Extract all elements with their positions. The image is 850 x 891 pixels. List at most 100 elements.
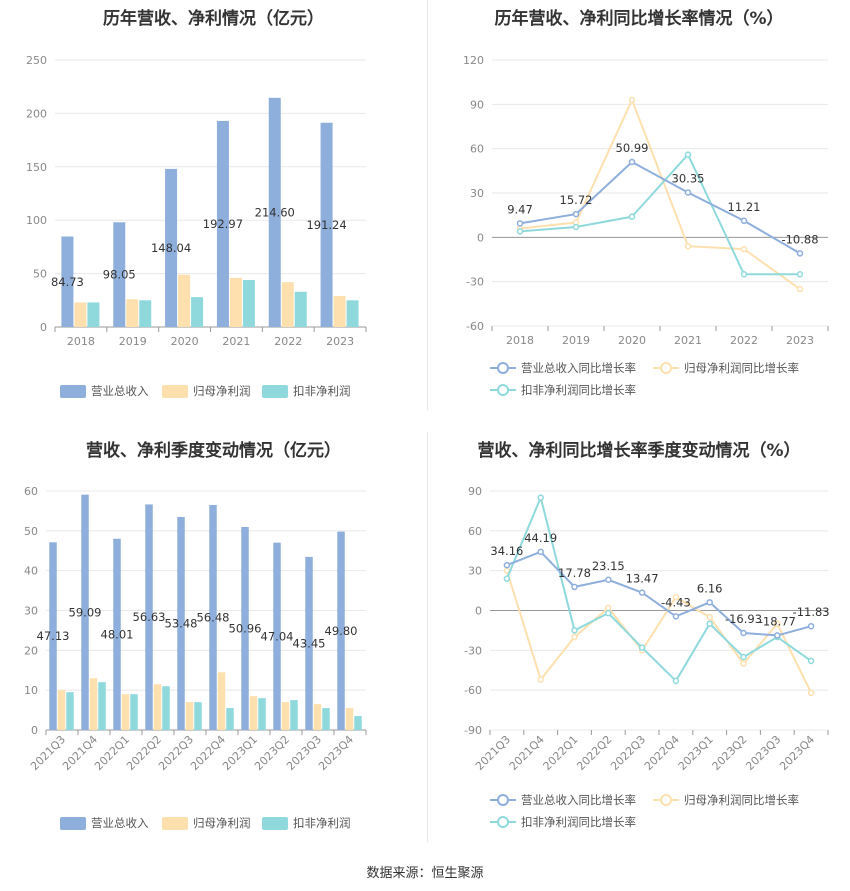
- bar: [268, 97, 281, 328]
- series-line: [505, 570, 812, 694]
- y-tick-label: 120: [463, 54, 484, 67]
- series-line: [505, 494, 812, 683]
- x-tick-label: 2021: [674, 334, 702, 347]
- legend-label: 营业总收入同比增长率: [521, 361, 636, 375]
- data-point: [503, 561, 511, 569]
- bar: [249, 696, 258, 730]
- data-label: 23.15: [592, 559, 625, 573]
- data-point: [706, 599, 713, 606]
- bar: [126, 299, 139, 327]
- legend-label: 扣非净利润: [293, 384, 351, 398]
- legend-swatch: [60, 817, 86, 830]
- legend-swatch: [162, 385, 188, 398]
- legend-marker: [497, 816, 509, 828]
- data-label: 50.96: [229, 622, 262, 636]
- data-label: 43.45: [293, 636, 326, 650]
- bar: [346, 300, 359, 327]
- data-point: [605, 604, 612, 612]
- bar: [57, 690, 66, 730]
- data-label: 6.16: [697, 581, 723, 595]
- y-tick-label: -60: [464, 684, 482, 697]
- data-label: -16.93: [725, 612, 762, 626]
- legend-label: 扣非净利润: [293, 816, 351, 830]
- bar: [217, 672, 226, 730]
- y-tick-label: 0: [477, 231, 484, 244]
- bar: [281, 282, 294, 327]
- data-label: 48.01: [101, 627, 134, 641]
- legend-marker: [497, 384, 509, 396]
- y-tick-label: 60: [468, 525, 482, 538]
- bar: [185, 702, 194, 730]
- data-label: 47.04: [261, 629, 294, 643]
- bar: [130, 694, 138, 730]
- legend-swatch: [262, 385, 288, 398]
- annual-growth-rate-chart: 历年营收、净利同比增长率情况（%） -60 -30 0 30 60 90 120 2018 20…: [428, 0, 850, 420]
- data-label: 47.13: [37, 629, 70, 643]
- data-point: [516, 228, 524, 235]
- bar: [98, 682, 106, 730]
- legend-marker: [660, 794, 672, 806]
- chart-canvas: 01020304050602021Q32021Q42022Q12022Q2202…: [24, 485, 367, 830]
- bar: [74, 302, 87, 327]
- data-label: 30.35: [672, 171, 705, 185]
- bar: [139, 300, 152, 327]
- y-tick-label: 50: [33, 268, 47, 281]
- data-point: [684, 189, 692, 196]
- bar: [322, 708, 330, 730]
- x-tick-label: 2023Q1: [676, 733, 716, 773]
- bar: [209, 505, 217, 730]
- legend-label: 归母净利润: [193, 384, 251, 398]
- data-point: [796, 271, 804, 278]
- data-point: [740, 629, 747, 637]
- data-label: 214.60: [255, 205, 295, 219]
- y-tick-label: 10: [24, 684, 38, 697]
- x-tick-label: 2020: [618, 334, 646, 347]
- x-tick-label: 2018: [506, 334, 534, 347]
- x-tick-label: 2023: [786, 334, 814, 347]
- bar: [66, 692, 74, 730]
- data-point: [807, 657, 815, 665]
- data-label: -4.43: [661, 595, 691, 609]
- panel-divider: [427, 0, 428, 410]
- x-tick-label: 2022Q4: [642, 733, 682, 773]
- data-point: [740, 217, 748, 225]
- x-tick-label: 2023: [326, 335, 354, 348]
- data-label: 192.97: [203, 217, 243, 231]
- data-point: [807, 622, 815, 630]
- x-tick-label: 2022: [730, 334, 758, 347]
- bar: [87, 302, 100, 327]
- chart-canvas: 0 50 100 150 200 250 2018 2019 2020 2021 2022 2023 8…: [26, 54, 367, 398]
- legend-label: 归母净利润: [193, 816, 251, 830]
- bar: [178, 274, 191, 327]
- bar: [345, 708, 354, 730]
- legend-swatch: [162, 817, 188, 830]
- data-point: [774, 620, 781, 628]
- data-label: 98.05: [103, 268, 136, 282]
- data-point: [605, 609, 612, 617]
- y-tick-label: 60: [24, 485, 38, 498]
- y-tick-label: -60: [466, 320, 484, 333]
- data-point: [740, 660, 747, 667]
- y-tick-label: 30: [470, 187, 484, 200]
- x-tick-label: 2021: [222, 335, 250, 348]
- chart-title: 历年营收、净利情况（亿元）: [103, 9, 324, 29]
- data-label: 84.73: [51, 275, 84, 289]
- chart-title: 营收、净利季度变动情况（亿元）: [86, 441, 341, 461]
- legend-label: 扣非净利润同比增长率: [521, 815, 636, 829]
- legend-marker: [660, 362, 672, 374]
- bar: [81, 494, 89, 730]
- data-point: [740, 245, 748, 253]
- bar: [281, 702, 290, 730]
- data-point: [706, 620, 713, 628]
- series-line: [519, 152, 800, 276]
- data-point: [684, 242, 692, 250]
- bar: [273, 542, 281, 730]
- data-label: 191.24: [306, 218, 346, 232]
- x-tick-label: 2023Q4: [777, 733, 817, 773]
- bar: [294, 291, 307, 327]
- x-tick-label: 2018: [67, 335, 95, 348]
- y-tick-label: 0: [40, 321, 47, 334]
- data-label: 13.47: [626, 572, 659, 586]
- data-label: 59.09: [69, 605, 102, 619]
- data-point: [628, 158, 636, 166]
